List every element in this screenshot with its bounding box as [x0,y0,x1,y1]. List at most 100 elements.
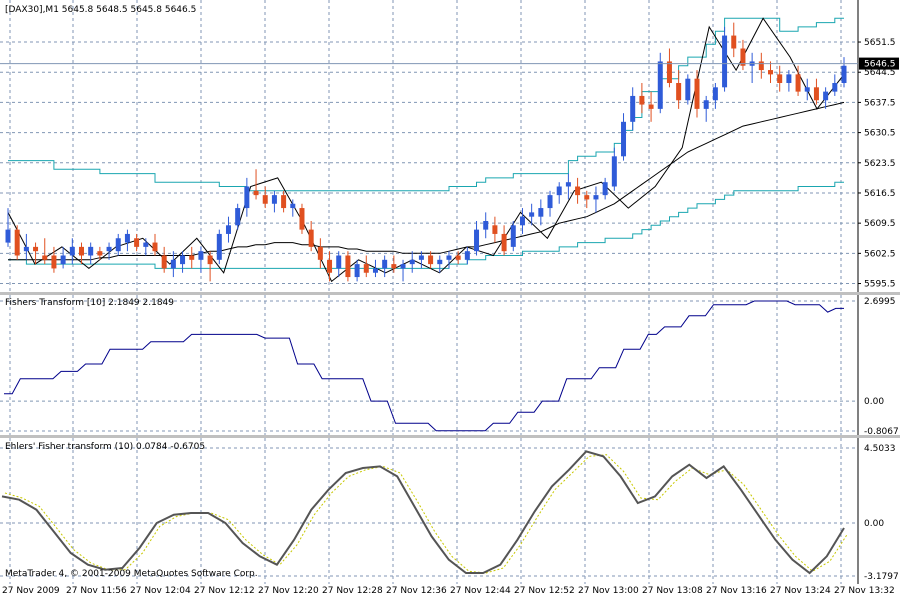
candle [538,199,544,226]
candle [795,65,801,96]
candle [308,221,314,252]
candle-body [262,195,268,204]
candle-body [832,83,838,92]
candle [161,246,167,273]
candle [464,246,470,265]
candle-body [538,208,544,217]
candle [823,87,829,109]
candle-body [575,186,581,196]
candle-body [225,225,231,234]
candle [501,225,507,256]
candle-body [464,251,470,260]
candle [354,259,360,282]
candle [33,242,39,265]
candle [244,177,250,217]
time-axis-label: 27 Nov 2009 [2,586,60,596]
candle-body [758,61,764,71]
ehlers-fisher-pane[interactable]: 4.5033 0.00 -3.1797 Ehlers' Fisher transfo… [0,438,900,584]
candle-body [694,78,700,109]
candle-body [428,255,434,265]
candle-body [78,246,84,256]
candle [400,259,406,282]
candle [768,61,774,83]
candle-body [437,259,443,265]
candle [262,186,268,209]
price-chart: 5651.5 5644.5 5637.5 5630.5 5623.5 5616.5 5609… [0,0,899,292]
candle [317,238,323,269]
candle [51,246,57,273]
candle-body [97,251,103,256]
candle [832,74,838,96]
candle [5,208,11,247]
candle [225,216,231,243]
candle-body [69,246,75,256]
candle [455,251,461,265]
candle [722,26,728,92]
time-axis-label: 27 Nov 12:44 [450,586,511,596]
fisher-transform-pane[interactable]: 2.6995 0.00 -0.8067 Fishers Transform [10]… [0,295,900,435]
candle [813,78,819,105]
time-axis-label: 27 Nov 13:00 [578,586,639,596]
candle [207,251,213,282]
candle-body [33,246,39,252]
zigzag-line [7,17,845,283]
candle-body [529,212,535,217]
candle-body [519,216,525,226]
candle-body [253,190,259,196]
candle-body [409,259,415,265]
candle-body [161,255,167,269]
pane-separator[interactable] [0,435,900,438]
candle [446,251,452,269]
candle-body [547,195,553,209]
candle [492,216,498,243]
candle [584,190,590,209]
candle-body [455,255,461,260]
candle [565,173,571,200]
candle [510,221,516,252]
candle [253,169,259,200]
candle-body [740,48,746,66]
candle [216,229,222,265]
candle [547,190,553,217]
current-price-box [859,57,899,70]
candle-body [152,242,158,252]
candle [180,251,186,273]
candle-body [271,195,277,204]
candle [657,52,663,114]
candle-body [492,225,498,234]
candle [630,87,636,131]
candle-body [42,255,48,260]
candle-body [115,238,121,252]
candle-body [565,182,571,187]
fisher-axis-label: 0.00 [864,397,884,407]
price-axis-label: 5623.5 [864,159,896,169]
candle [556,182,562,204]
candle [69,238,75,265]
time-axis-label: 27 Nov 12:04 [130,586,191,596]
candle [78,242,84,265]
candle [345,251,351,282]
candle-body [336,255,342,269]
candle [363,255,369,278]
candle-body [143,242,149,247]
pane-separator[interactable] [0,292,900,295]
candle [290,199,296,217]
candle-body [60,255,66,265]
candle-body [611,156,617,187]
candle-body [621,121,627,157]
candle [88,242,94,265]
time-axis-label: 27 Nov 12:28 [322,586,383,596]
candle [271,190,277,213]
candle-body [510,225,516,247]
candle [409,251,415,273]
price-pane[interactable]: 5651.5 5644.5 5637.5 5630.5 5623.5 5616.5 5609… [0,0,900,292]
candle [611,147,617,191]
price-axis-label: 5609.5 [864,219,896,229]
time-axis-label: 27 Nov 12:20 [258,586,319,596]
candle-body [14,229,20,256]
candle-body [630,95,636,122]
candle [189,246,195,269]
upper-envelope-line [8,17,844,192]
candle-body [418,255,424,260]
candle [703,95,709,122]
